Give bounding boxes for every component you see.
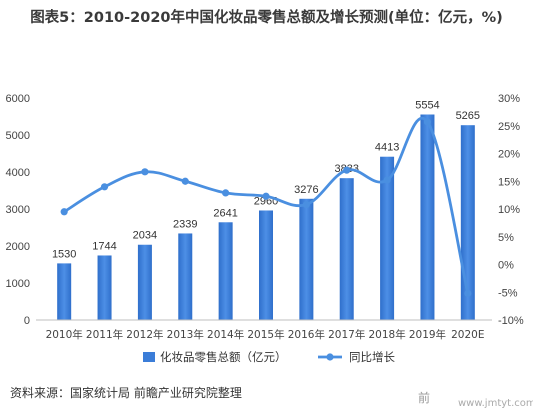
legend-line-marker <box>326 353 334 361</box>
growth-point <box>423 118 432 126</box>
left-tick-label: 3000 <box>6 204 30 216</box>
right-tick-label: -5% <box>498 287 518 299</box>
bar <box>420 114 435 320</box>
bar-data-labels: 1530174420342339264129603276383344135554… <box>52 100 480 261</box>
bar-data-label: 2034 <box>133 230 157 242</box>
left-tick-label: 4000 <box>6 167 30 179</box>
right-tick-label: 0% <box>498 260 514 272</box>
left-tick-label: 5000 <box>6 130 30 142</box>
right-tick-label: 25% <box>498 121 520 133</box>
x-tick-label: 2014年 <box>207 328 244 341</box>
bar-data-label: 1530 <box>52 248 76 260</box>
growth-point <box>100 183 109 191</box>
x-tick-label: 2017年 <box>328 328 365 341</box>
x-tick-label: 2020E <box>451 329 484 341</box>
source-note: 资料来源：国家统计局 前瞻产业研究院整理 <box>10 386 242 400</box>
bar-series <box>57 114 475 320</box>
legend: 化妆品零售总额（亿元） 同比增长 <box>143 350 395 364</box>
right-tick-label: -10% <box>498 315 524 327</box>
bar-data-label: 3276 <box>294 184 318 196</box>
bar <box>218 222 233 320</box>
bar-data-label: 2641 <box>213 207 237 219</box>
x-tick-label: 2016年 <box>288 328 325 341</box>
growth-point <box>60 208 68 216</box>
bar-data-label: 2339 <box>173 218 197 230</box>
growth-line-series <box>60 117 472 297</box>
left-axis: 0 1000 2000 3000 4000 5000 6000 <box>6 93 30 327</box>
x-tick-label: 2015年 <box>247 328 284 341</box>
growth-point <box>141 168 149 176</box>
right-axis: -10% -5% 0% 5% 10% 15% 20% 25% 30% <box>498 93 524 327</box>
left-tick-label: 1000 <box>6 278 30 290</box>
left-tick-label: 6000 <box>6 93 30 105</box>
bar <box>299 198 314 320</box>
x-tick-label: 2013年 <box>167 328 204 341</box>
growth-point <box>181 177 189 185</box>
bar <box>380 156 395 320</box>
left-tick-label: 0 <box>24 315 30 327</box>
x-tick-label: 2010年 <box>46 328 83 341</box>
growth-point <box>262 192 270 200</box>
legend-bar-label: 化妆品零售总额（亿元） <box>160 350 287 364</box>
growth-point <box>464 289 472 297</box>
chart-title: 图表5：2010-2020年中国化妆品零售总额及增长预测(单位：亿元，%) <box>30 10 503 26</box>
bar <box>57 263 72 320</box>
x-tick-label: 2011年 <box>86 328 123 341</box>
bar <box>137 244 152 320</box>
bar <box>178 233 193 320</box>
legend-bar-swatch <box>143 352 155 362</box>
bar <box>259 210 273 320</box>
bar-data-label: 5265 <box>456 110 480 122</box>
left-tick-label: 2000 <box>6 241 30 253</box>
right-tick-label: 30% <box>498 93 520 105</box>
watermark-site: www.jmtyt.com <box>458 398 533 409</box>
bar-data-label: 1744 <box>92 240 116 252</box>
growth-point <box>302 200 310 209</box>
x-axis: 2010年 2011年 2012年 2013年 2014年 2015年 2016年 2017年… <box>36 319 492 341</box>
bar <box>97 255 112 320</box>
x-tick-label: 2018年 <box>368 328 405 341</box>
right-tick-label: 5% <box>498 232 514 244</box>
bar <box>339 178 354 320</box>
bar-data-label: 5554 <box>415 100 439 112</box>
legend-line-label: 同比增长 <box>349 350 395 364</box>
right-tick-label: 15% <box>498 176 520 188</box>
x-tick-label: 2019年 <box>409 328 446 341</box>
bar-data-label: 4413 <box>375 142 399 154</box>
x-tick-label: 2012年 <box>126 328 163 341</box>
growth-line <box>63 117 470 294</box>
watermark-logo-text: 前 <box>418 391 431 405</box>
right-tick-label: 10% <box>498 204 520 216</box>
growth-point <box>383 176 391 184</box>
right-tick-label: 20% <box>498 149 520 161</box>
growth-point <box>222 189 230 197</box>
growth-point <box>343 166 351 174</box>
